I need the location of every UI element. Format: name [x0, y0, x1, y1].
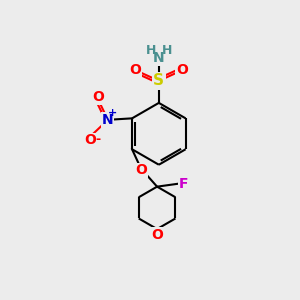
Text: O: O: [135, 164, 147, 178]
Text: N: N: [153, 51, 165, 65]
Text: O: O: [130, 63, 142, 77]
Text: -: -: [96, 133, 101, 146]
Text: F: F: [179, 177, 188, 191]
Text: O: O: [151, 228, 163, 242]
Text: H: H: [146, 44, 156, 57]
Text: O: O: [176, 63, 188, 77]
Text: S: S: [153, 73, 164, 88]
Text: H: H: [162, 44, 172, 57]
Text: +: +: [107, 108, 117, 118]
Text: O: O: [84, 134, 96, 147]
Text: O: O: [92, 90, 104, 104]
Text: N: N: [102, 113, 114, 127]
